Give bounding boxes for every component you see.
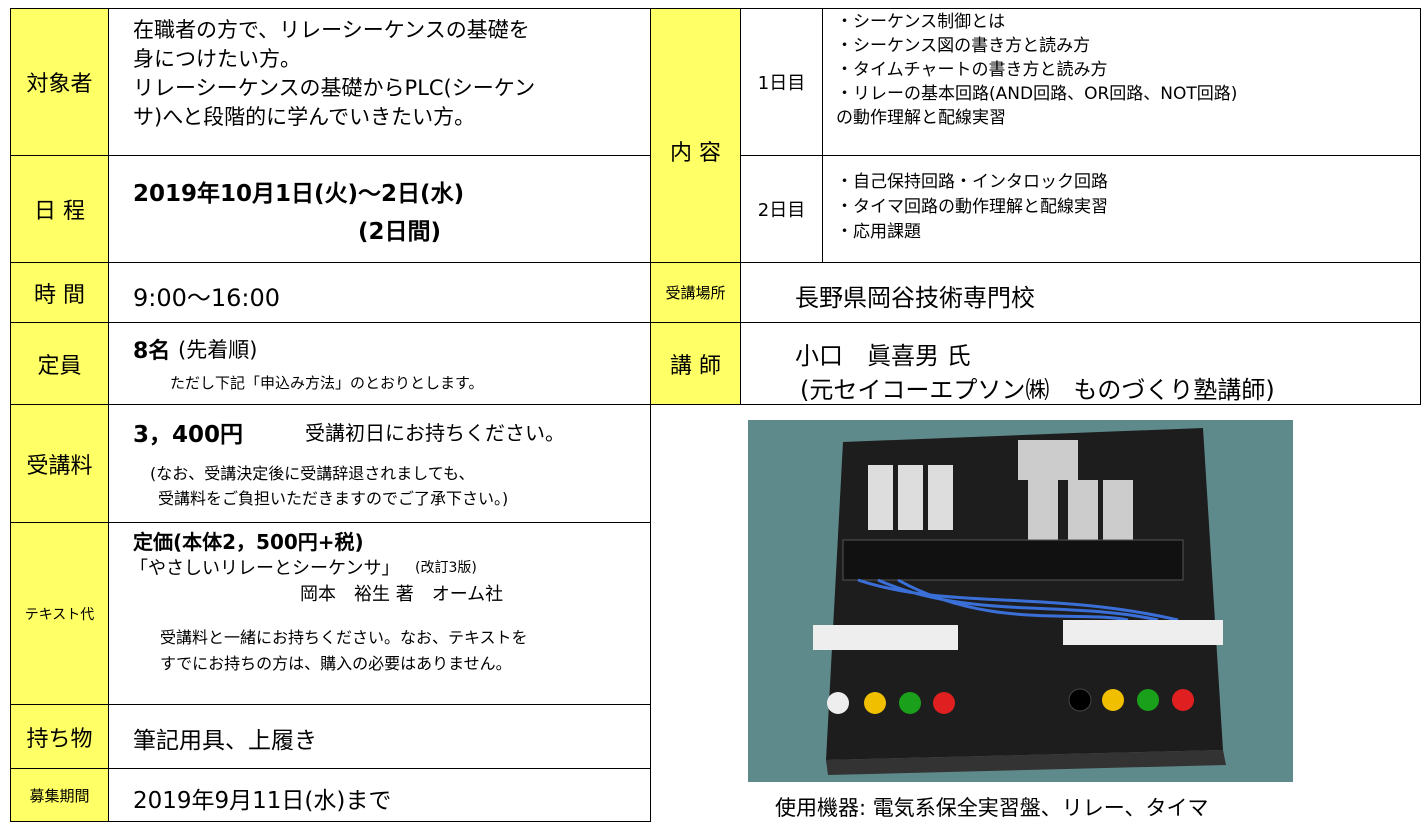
cell (740, 322, 1421, 405)
sockets (842, 539, 1184, 581)
timer (1068, 480, 1098, 540)
relay (928, 465, 953, 530)
label: 対象者 (10, 8, 109, 156)
board-edge (826, 750, 1226, 775)
text: ただし下記「申込み方法」のとおりとします。 (170, 374, 484, 392)
timer (1028, 480, 1058, 540)
photo (748, 420, 1293, 782)
label: 受講場所 (650, 262, 741, 323)
item: ・応用課題 (836, 222, 921, 242)
line: 在職者の方で、リレーシーケンスの基礎を (133, 18, 530, 42)
capacity: 8名 (133, 339, 171, 364)
item: ・シーケンス図の書き方と読み方 (836, 36, 1091, 56)
label: テキスト代 (10, 522, 109, 705)
instructor-note: (元セイコーエプソン㈱ ものづくり塾講師) (800, 376, 1275, 404)
items: ・自己保持回路・インタロック回路 ・タイマ回路の動作理解と配線実習 ・応用課題 (836, 170, 1108, 245)
day-label: 1日目 (740, 8, 823, 156)
line: リレーシーケンスの基礎からPLC(シーケン (133, 76, 536, 100)
label: 持ち物 (10, 704, 109, 769)
text: 岡本 裕生 著 オーム社 (300, 584, 504, 605)
item: ・タイムチャートの書き方と読み方 (836, 60, 1108, 80)
text: 在職者の方で、リレーシーケンスの基礎を 身につけたい方。リレーシーケンスの基礎から… (133, 16, 535, 132)
label: 内 容 (650, 8, 741, 263)
item: ・タイマ回路の動作理解と配線実習 (836, 197, 1108, 217)
label: 講 師 (650, 322, 741, 405)
label: 受講料 (10, 404, 109, 523)
item: の動作理解と配線実習 (836, 108, 1006, 128)
button (933, 692, 955, 714)
time: 9:00～16:00 (133, 284, 281, 312)
text: すでにお持ちの方は、購入の必要はありません。 (160, 654, 512, 673)
timer (1103, 480, 1133, 540)
date-note: (2日間) (358, 219, 442, 245)
button (1068, 688, 1092, 712)
day-label: 2日目 (740, 155, 823, 263)
text: (改訂3版) (415, 560, 477, 576)
unit (1018, 440, 1078, 480)
date: 2019年10月1日(火)～2日(水) (133, 181, 465, 207)
label: 定員 (10, 322, 109, 405)
button (1172, 689, 1194, 711)
cell (108, 155, 651, 263)
terminal (813, 625, 958, 650)
label: 募集期間 (10, 768, 109, 822)
line: サ)へと段階的に学んでいきたい方。 (133, 105, 476, 129)
line: 身につけたい方。 (133, 47, 301, 71)
label: 日 程 (10, 155, 109, 263)
relay (868, 465, 893, 530)
text: 筆記用具、上履き (133, 728, 317, 754)
item: ・シーケンス制御とは (836, 12, 1006, 32)
button (1102, 689, 1124, 711)
text: (なお、受講決定後に受講辞退されましても、 (150, 464, 475, 483)
instructor: 小口 眞喜男 氏 (795, 342, 971, 370)
text: (先着順) (178, 338, 258, 362)
caption: 使用機器: 電気系保全実習盤、リレー、タイマ (775, 796, 1209, 820)
button (1137, 689, 1159, 711)
relay (898, 465, 923, 530)
wires (857, 578, 1179, 622)
venue: 長野県岡谷技術専門校 (795, 284, 1035, 312)
text: 受講初日にお持ちください。 (305, 421, 565, 445)
button (899, 692, 921, 714)
text: 2019年9月11日(水)まで (133, 788, 392, 814)
divider (650, 404, 651, 822)
button (864, 692, 886, 714)
button (827, 692, 849, 714)
text: 受講料と一緒にお持ちください。なお、テキストを (160, 628, 528, 647)
terminal (1063, 620, 1223, 645)
item: ・リレーの基本回路(AND回路、OR回路、NOT回路) (836, 84, 1238, 104)
price: 定価(本体2，500円+税) (133, 530, 364, 554)
text: 「やさしいリレーとシーケンサ」 (130, 558, 400, 579)
label: 時 間 (10, 262, 109, 323)
items: ・シーケンス制御とは・シーケンス図の書き方と読み方 ・タイムチャートの書き方と読み… (836, 10, 1237, 130)
item: ・自己保持回路・インタロック回路 (836, 172, 1108, 192)
fee: 3，400円 (133, 422, 244, 448)
text: 受講料をご負担いただきますのでご了承下さい。) (158, 489, 509, 508)
